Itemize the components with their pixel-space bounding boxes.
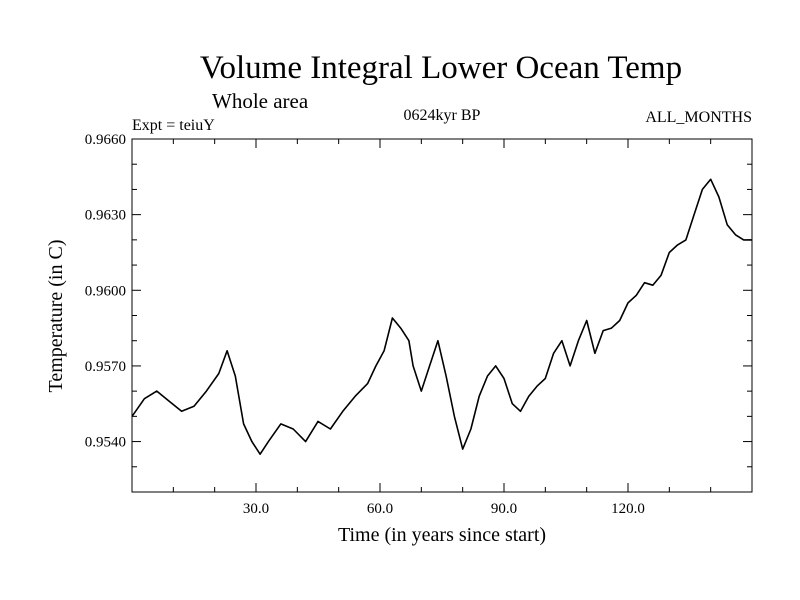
plot-frame bbox=[131, 138, 753, 493]
y-tick-label: 0.9570 bbox=[85, 359, 126, 375]
x-tick-label: 30.0 bbox=[243, 501, 269, 517]
chart-subtitle: Whole area bbox=[212, 89, 309, 113]
y-axis-ticks: 0.9540 0.9570 0.9600 0.9630 0.9660 bbox=[85, 132, 752, 468]
series-layer bbox=[131, 178, 752, 455]
y-tick-label: 0.9600 bbox=[85, 283, 126, 299]
y-tick-label: 0.9660 bbox=[85, 132, 126, 148]
x-tick-label: 90.0 bbox=[491, 501, 517, 517]
y-axis-label: Temperature (in C) bbox=[45, 240, 67, 393]
y-tick-label: 0.9540 bbox=[85, 435, 126, 451]
temperature-series-line bbox=[131, 178, 752, 455]
x-tick-label: 60.0 bbox=[367, 501, 393, 517]
months-label: ALL_MONTHS bbox=[645, 109, 752, 126]
y-tick-label: 0.9630 bbox=[85, 208, 126, 224]
x-tick-label: 120.0 bbox=[611, 501, 645, 517]
chart-title: Volume Integral Lower Ocean Temp bbox=[200, 50, 682, 86]
x-axis-ticks: 30.0 60.0 90.0 120.0 bbox=[172, 139, 712, 517]
experiment-label: Expt = teiuY bbox=[132, 117, 215, 134]
period-label: 0624kyr BP bbox=[404, 107, 481, 124]
x-axis-label: Time (in years since start) bbox=[338, 524, 546, 546]
